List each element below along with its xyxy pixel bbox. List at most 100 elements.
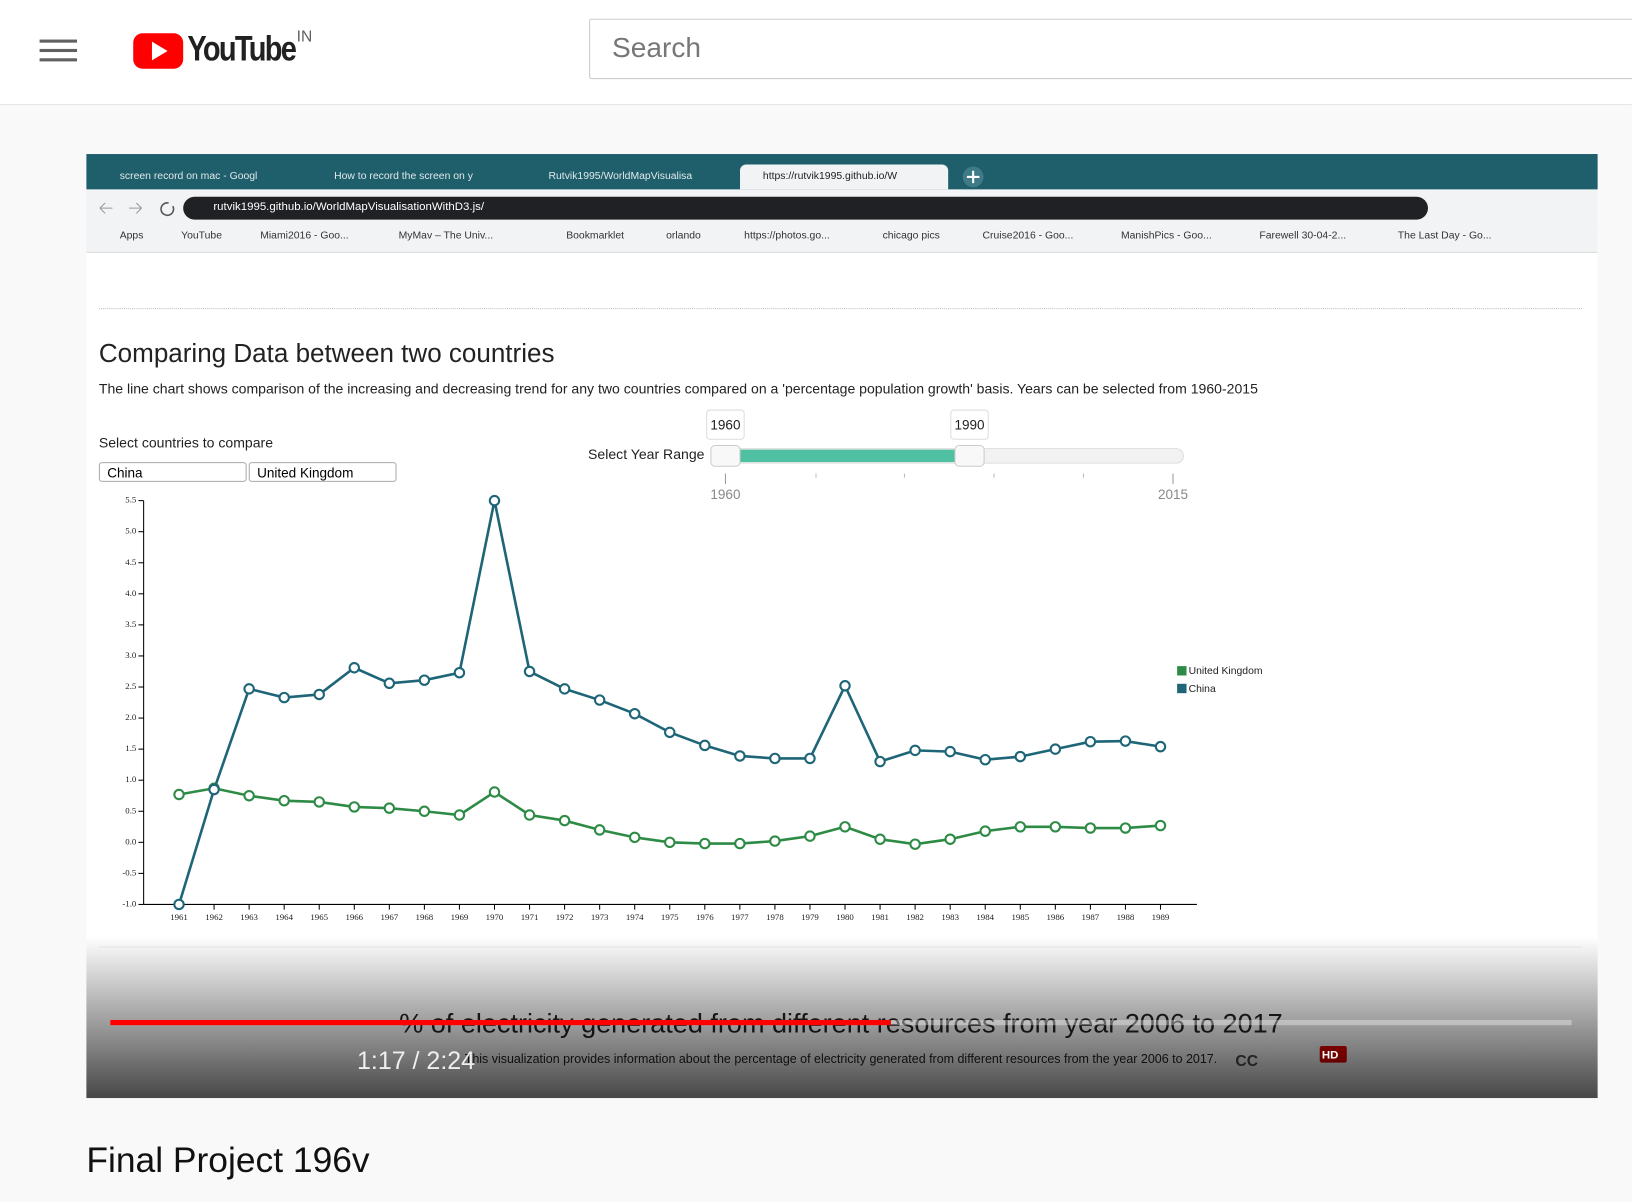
url[interactable]: rutvik1995.github.io/WorldMapVisualisati… <box>213 200 485 214</box>
point <box>558 814 571 827</box>
bookmark[interactable]: Cruise2016 - Goo... <box>982 230 1074 242</box>
country-select[interactable]: United Kingdom <box>248 462 397 482</box>
x-tick-label: 1973 <box>591 912 609 922</box>
point <box>348 662 361 674</box>
x-tick-label: 1962 <box>205 912 223 922</box>
point <box>839 821 851 833</box>
x-tick-label: 1965 <box>310 912 328 922</box>
bookmark[interactable]: Miami2016 - Goo... <box>260 230 349 242</box>
progress-played[interactable] <box>110 1019 891 1026</box>
bookmark[interactable]: orlando <box>666 230 701 242</box>
point <box>383 802 396 814</box>
point <box>313 796 325 808</box>
video-title: Final Project 196v <box>86 1140 370 1181</box>
y-tick-label: 4.0 <box>125 588 137 598</box>
bookmark[interactable]: Bookmarklet <box>566 230 625 242</box>
yt-logo-text[interactable]: YouTube <box>187 29 297 69</box>
new-tab[interactable] <box>962 165 985 188</box>
x-tick-label: 1969 <box>451 912 469 922</box>
menu-icon[interactable] <box>39 37 82 64</box>
bookmark[interactable]: ManishPics - Goo... <box>1120 230 1212 242</box>
year-range-label: Select Year Range <box>588 446 705 463</box>
x-tick-label: 1961 <box>170 912 188 922</box>
y-tick-label: 0.0 <box>125 836 137 846</box>
point <box>488 786 501 798</box>
point <box>909 838 921 850</box>
time-display: 1:17 / 2:24 <box>356 1047 476 1076</box>
tab[interactable]: screen record on mac - Googl <box>119 170 258 183</box>
point <box>1154 740 1167 753</box>
bookmark[interactable]: Apps <box>119 230 144 242</box>
bookmark[interactable]: MyMav – The Univ... <box>398 230 494 242</box>
y-tick-label: 0.5 <box>125 805 137 815</box>
point <box>1049 743 1062 755</box>
url-bar[interactable] <box>183 196 1428 220</box>
point <box>173 788 185 801</box>
active-tab[interactable]: https://rutvik1995.github.io/W <box>740 164 949 190</box>
x-tick-label: 1970 <box>486 912 504 922</box>
cc-label[interactable]: CC <box>1235 1052 1258 1070</box>
y-tick-label: 5.0 <box>125 526 137 536</box>
point <box>944 833 956 845</box>
point <box>1049 821 1062 833</box>
x-tick-label: 1983 <box>941 912 959 922</box>
point <box>243 683 255 695</box>
point <box>734 750 746 762</box>
point <box>874 755 886 768</box>
y-tick-label: 2.5 <box>125 681 137 691</box>
country-prompt: Select countries to compare <box>98 435 274 451</box>
point <box>313 688 325 701</box>
point <box>628 831 641 844</box>
point <box>593 824 606 836</box>
x-tick-label: 1964 <box>275 912 293 922</box>
point <box>523 665 536 678</box>
point <box>418 674 431 686</box>
y-tick-label: 1.0 <box>125 774 137 784</box>
bookmark[interactable]: Farewell 30-04-2... <box>1259 230 1347 242</box>
bookmark[interactable]: The Last Day - Go... <box>1397 230 1492 242</box>
tab[interactable]: Rutvik1995/WorldMapVisualisa <box>548 170 693 183</box>
slider-end-label: 2015 <box>1158 487 1188 502</box>
search-box[interactable] <box>589 18 1632 80</box>
bookmark[interactable]: YouTube <box>181 230 222 242</box>
country-select[interactable]: China <box>98 462 247 482</box>
y-tick-label: 4.5 <box>125 557 137 567</box>
point <box>208 783 220 796</box>
point <box>418 805 431 817</box>
search-placeholder[interactable]: Search <box>611 32 702 64</box>
x-tick-label: 1972 <box>556 912 574 922</box>
bookmark[interactable]: chicago pics <box>882 230 940 242</box>
y-tick-label: 3.0 <box>125 650 137 660</box>
point <box>769 835 781 847</box>
tab[interactable]: How to record the screen on y <box>334 170 473 183</box>
bookmark[interactable]: https://photos.go... <box>744 230 830 242</box>
point <box>453 809 466 821</box>
point <box>909 744 921 757</box>
legend-label: United Kingdom <box>1189 666 1263 677</box>
region: IN <box>296 28 313 46</box>
point <box>558 683 571 695</box>
point <box>839 680 851 692</box>
point <box>699 837 711 850</box>
yt-logo-icon[interactable] <box>131 31 185 71</box>
point <box>243 790 255 802</box>
point <box>173 898 185 911</box>
description: The line chart shows comparison of the i… <box>98 380 1258 397</box>
x-tick-label: 1966 <box>345 912 363 922</box>
y-tick-label: 3.5 <box>125 619 137 629</box>
slider-handle[interactable] <box>954 444 985 467</box>
point <box>1084 735 1097 748</box>
bookmark-row <box>86 224 1598 253</box>
x-tick-label: 1979 <box>801 912 819 922</box>
point <box>278 691 290 704</box>
point <box>278 794 290 807</box>
point <box>628 707 641 720</box>
x-tick-label: 1987 <box>1082 912 1100 922</box>
x-tick-label: 1982 <box>906 912 924 922</box>
slider-value: 1990 <box>955 417 985 432</box>
nav-buttons[interactable] <box>96 198 179 219</box>
slider-handle[interactable] <box>710 444 741 467</box>
point <box>523 809 536 821</box>
point <box>804 830 816 842</box>
